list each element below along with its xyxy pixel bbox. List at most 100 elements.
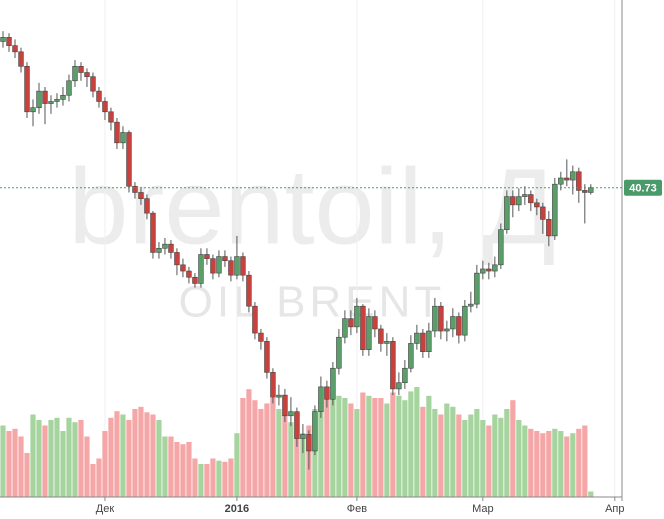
volume-bar <box>540 433 546 497</box>
candle-body <box>222 256 228 262</box>
candle-body <box>354 305 360 328</box>
volume-bar <box>414 387 420 497</box>
volume-bar <box>102 431 108 497</box>
candle-body <box>474 272 480 305</box>
volume-bar <box>192 458 198 497</box>
candle-body <box>438 305 444 332</box>
volume-bar <box>294 431 300 497</box>
volume-bar <box>246 389 252 497</box>
volume-bar <box>48 420 54 497</box>
last-price-box <box>624 179 662 196</box>
candle-body <box>198 254 204 284</box>
candle-body <box>564 177 570 181</box>
candle-body <box>540 206 546 220</box>
volume-bar <box>186 442 192 497</box>
candle-body <box>276 394 282 398</box>
candle-body <box>240 256 246 276</box>
volume-bar <box>126 420 132 497</box>
candle-body <box>174 252 180 266</box>
volume-bar <box>120 414 126 497</box>
volume-bar <box>144 412 150 497</box>
candle-body <box>282 394 288 417</box>
volume-bar <box>486 425 492 497</box>
volume-bar <box>222 461 228 497</box>
volume-bar <box>510 400 516 497</box>
candle-body <box>162 243 168 249</box>
candle-body <box>84 72 90 77</box>
volume-bar <box>132 409 138 497</box>
candle-body <box>156 247 162 253</box>
candle-body <box>516 196 522 206</box>
volume-bar <box>138 406 144 497</box>
candle-body <box>234 256 240 276</box>
candle-body <box>204 254 210 259</box>
volume-bar <box>390 392 396 497</box>
candle-body <box>534 202 540 208</box>
volume-bar <box>72 422 78 497</box>
volume-bar <box>474 409 480 497</box>
volume-bar <box>24 453 30 497</box>
candle-body <box>132 185 138 193</box>
candle-body <box>318 386 324 412</box>
candle-body <box>342 318 348 338</box>
volume-bar <box>528 428 534 497</box>
candle-body <box>570 171 576 181</box>
candle-body <box>138 192 144 199</box>
volume-bar <box>564 436 570 497</box>
candle-body <box>420 332 426 352</box>
volume-bar <box>396 395 402 497</box>
volume-bar <box>318 398 324 497</box>
candle-body <box>450 316 456 330</box>
volume-bar <box>108 417 114 497</box>
candle-body <box>552 183 558 237</box>
candle-body <box>54 99 60 102</box>
candle-body <box>492 264 498 272</box>
candle-body <box>396 382 402 390</box>
candle-body <box>588 187 594 193</box>
volume-bar <box>258 409 264 497</box>
volume-bar <box>324 387 330 497</box>
candle-body <box>24 66 30 113</box>
volume-bar <box>216 460 222 497</box>
volume-bar <box>84 436 90 497</box>
volume-bar <box>420 406 426 497</box>
candle-body <box>324 386 330 400</box>
volume-bar <box>582 425 588 497</box>
candle-body <box>468 303 474 307</box>
volume-bar <box>252 400 258 497</box>
volume-bar <box>240 398 246 497</box>
candle-body <box>258 332 264 342</box>
volume-bar <box>516 420 522 497</box>
volume-bar <box>354 409 360 497</box>
x-tick-label: Фев <box>347 503 367 515</box>
candle-body <box>270 372 276 398</box>
volume-bar <box>96 458 102 497</box>
candle-body <box>378 328 384 344</box>
volume-bar <box>90 464 96 497</box>
volume-bar <box>174 442 180 497</box>
candle-body <box>114 121 120 144</box>
candle-body <box>288 411 294 417</box>
candle-body <box>144 198 150 214</box>
volume-bar <box>162 436 168 497</box>
volume-bar <box>342 398 348 497</box>
candle-body <box>432 305 438 332</box>
volume-bar <box>360 392 366 497</box>
candle-body <box>402 367 408 384</box>
candle-body <box>228 260 234 276</box>
candle-body <box>72 66 78 82</box>
volume-bar <box>450 406 456 497</box>
volume-bar <box>60 431 66 497</box>
volume-bar <box>588 491 594 497</box>
candle-body <box>408 343 414 369</box>
volume-bar <box>210 458 216 497</box>
candle-body <box>60 94 66 100</box>
candle-body <box>246 274 252 307</box>
candle-body <box>0 37 6 42</box>
volume-bar <box>78 420 84 497</box>
volume-bar <box>36 420 42 497</box>
volume-bar <box>468 414 474 497</box>
volume-bar <box>180 444 186 497</box>
volume-bar <box>432 409 438 497</box>
volume-bar <box>300 433 306 497</box>
